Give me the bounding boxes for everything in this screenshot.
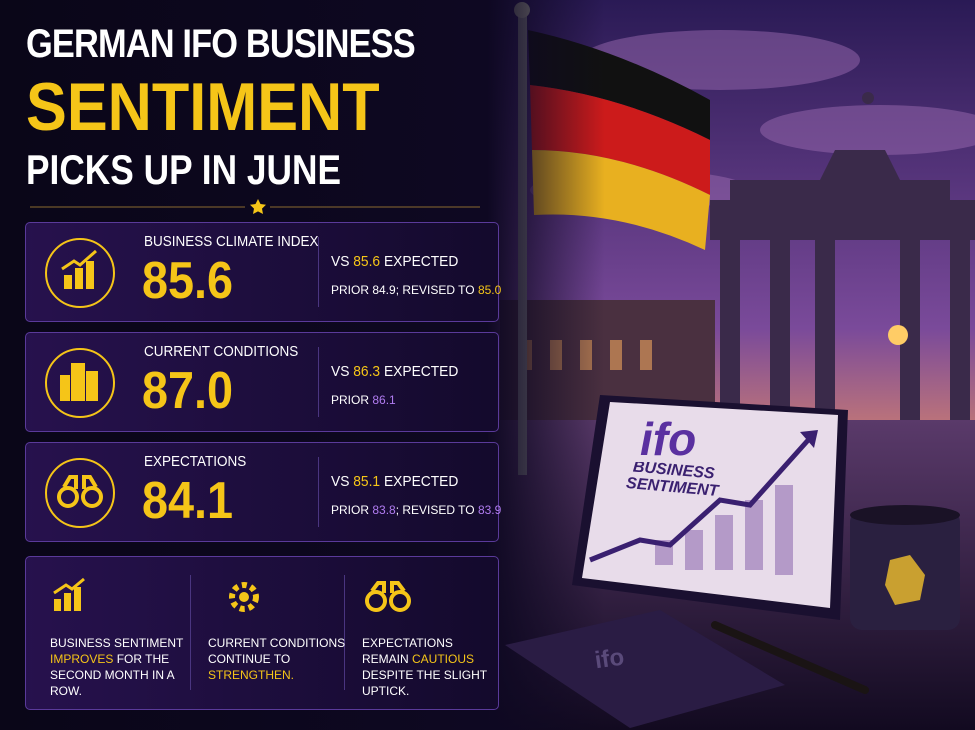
text-segment: BUSINESS SENTIMENT	[50, 636, 184, 650]
metric-card: EXPECTATIONS 84.1 VS 85.1 EXPECTED PRIOR 83…	[25, 442, 501, 542]
text-segment: 86.1	[372, 393, 396, 407]
text-segment: PRIOR 84.9; REVISED TO	[331, 283, 478, 297]
mug	[850, 505, 960, 630]
prior: PRIOR 83.8; REVISED TO 83.9	[331, 503, 501, 517]
notebook: ifo	[505, 610, 785, 728]
divider	[190, 575, 191, 690]
text-segment: 86.3	[353, 363, 381, 380]
pen	[711, 621, 869, 694]
sign: ifo BUSINESS SENTIMENT	[572, 395, 848, 620]
card-value: 87.0	[142, 362, 234, 420]
divider	[318, 457, 319, 527]
prior: PRIOR 84.9; REVISED TO 85.0	[331, 283, 501, 297]
title-line: GERMAN IFO BUSINESS	[26, 22, 416, 66]
text-segment: FOR THE SECOND MONTH IN A ROW.	[50, 652, 175, 698]
sign-text: BUSINESS SENTIMENT	[625, 462, 720, 500]
text-segment: 85.1	[353, 473, 381, 490]
text-segment: DESPITE THE SLIGHT UPTICK.	[362, 668, 487, 698]
notes-box: BUSINESS SENTIMENT IMPROVES FOR THE SECO…	[25, 556, 499, 710]
card-label: EXPECTATIONS	[144, 453, 247, 470]
text-segment: VS	[331, 473, 354, 490]
text-segment: 83.9	[477, 503, 502, 517]
text-segment: VS	[331, 253, 354, 270]
card-value: 85.6	[142, 252, 234, 310]
text-segment: CAUTIOUS	[412, 652, 475, 666]
text-segment: 83.8	[372, 503, 396, 517]
note-icon	[53, 577, 85, 611]
divider	[318, 347, 319, 417]
comparison: VS 85.6 EXPECTED	[331, 253, 458, 270]
text-segment: STRENGTHEN.	[208, 668, 295, 682]
card-icon	[45, 458, 115, 528]
star	[250, 199, 266, 214]
metric-card: CURRENT CONDITIONS 87.0 VS 86.3 EXPECTED PR…	[25, 332, 499, 432]
title-highlight: SENTIMENT	[26, 69, 380, 145]
divider	[344, 575, 345, 690]
card-value: 84.1	[142, 472, 234, 530]
text-segment: CURRENT CONDITIONS CONTINUE TO	[208, 636, 346, 666]
note-icon	[229, 582, 259, 612]
note-text: EXPECTATIONS REMAIN CAUTIOUS DESPITE THE…	[362, 635, 502, 699]
comparison: VS 85.1 EXPECTED	[331, 473, 458, 490]
text-segment: EXPECTED	[380, 363, 459, 380]
text-segment: IMPROVES	[50, 652, 114, 666]
text-segment: PRIOR	[331, 393, 373, 407]
text-segment: EXPECTATIONS REMAIN	[362, 636, 453, 666]
text-segment: ; REVISED TO	[395, 503, 478, 517]
metric-card: BUSINESS CLIMATE INDEX 85.6 VS 85.6 EXPECT…	[25, 222, 501, 322]
text-segment: PRIOR	[331, 503, 373, 517]
text-segment: EXPECTED	[380, 473, 459, 490]
comparison: VS 86.3 EXPECTED	[331, 363, 458, 380]
card-icon	[45, 348, 115, 418]
text-segment: VS	[331, 363, 354, 380]
text-segment: 85.0	[477, 283, 502, 297]
card-icon	[45, 238, 115, 308]
prior: PRIOR 86.1	[331, 393, 396, 407]
note-text: BUSINESS SENTIMENT IMPROVES FOR THE SECO…	[50, 635, 190, 699]
card-label: CURRENT CONDITIONS	[144, 343, 299, 360]
title-line: PICKS UP IN JUNE	[26, 146, 341, 193]
card-label: BUSINESS CLIMATE INDEX	[144, 233, 319, 250]
divider	[318, 237, 319, 307]
note-icon	[365, 581, 411, 612]
text-segment: 85.6	[353, 253, 381, 270]
sign-logo: ifo	[640, 413, 696, 465]
notebook-logo: ifo	[593, 644, 626, 675]
text-segment: EXPECTED	[380, 253, 459, 270]
note-text: CURRENT CONDITIONS CONTINUE TO STRENGTHE…	[208, 635, 348, 683]
